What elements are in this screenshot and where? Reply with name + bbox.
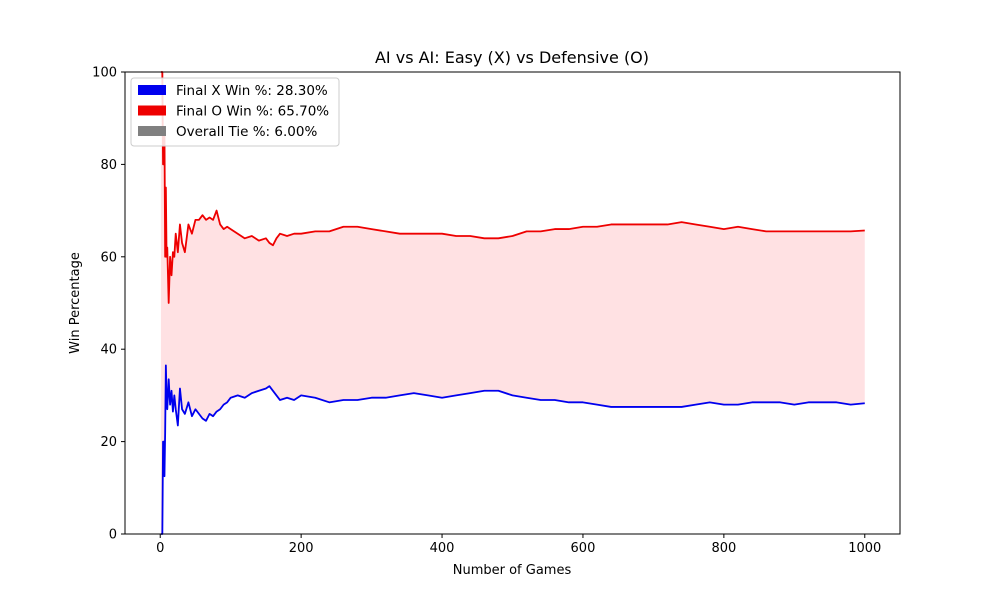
legend-frame xyxy=(130,77,340,147)
y-tick-label: 40 xyxy=(100,343,117,358)
y-tick-label: 60 xyxy=(100,250,117,265)
legend-swatch xyxy=(138,126,166,136)
plot-frame xyxy=(124,71,901,535)
y-tick-label: 0 xyxy=(109,528,117,543)
y-tick-label: 80 xyxy=(100,158,117,173)
legend-label: Overall Tie %: 6.00% xyxy=(176,124,317,140)
x-tick-label: 1000 xyxy=(848,541,881,556)
y-axis-label: Win Percentage xyxy=(68,252,83,354)
legend-label: Final O Win %: 65.70% xyxy=(176,104,329,120)
x-axis: 0 200 400 600 800 1000 xyxy=(156,534,881,556)
y-tick-label: 100 xyxy=(92,66,117,81)
fill-between-area xyxy=(160,72,865,534)
x-tick-label: 800 xyxy=(711,541,736,556)
y-tick-label: 20 xyxy=(100,435,117,450)
x-tick-label: 0 xyxy=(156,541,164,556)
series-line-o xyxy=(160,71,865,304)
plot-area xyxy=(160,71,865,535)
y-axis: 0 20 40 60 80 100 xyxy=(92,66,125,543)
x-axis-label: Number of Games xyxy=(453,563,572,578)
x-tick-label: 400 xyxy=(430,541,455,556)
legend-swatch xyxy=(138,85,166,95)
legend-swatch xyxy=(138,105,166,116)
legend-label: Final X Win %: 28.30% xyxy=(176,83,328,99)
legend: Final X Win %: 28.30% Final O Win %: 65.7… xyxy=(130,77,340,147)
x-tick-label: 200 xyxy=(289,541,314,556)
x-tick-label: 600 xyxy=(571,541,596,556)
chart-title: AI vs AI: Easy (X) vs Defensive (O) xyxy=(375,48,649,67)
series-line-x xyxy=(160,364,865,535)
